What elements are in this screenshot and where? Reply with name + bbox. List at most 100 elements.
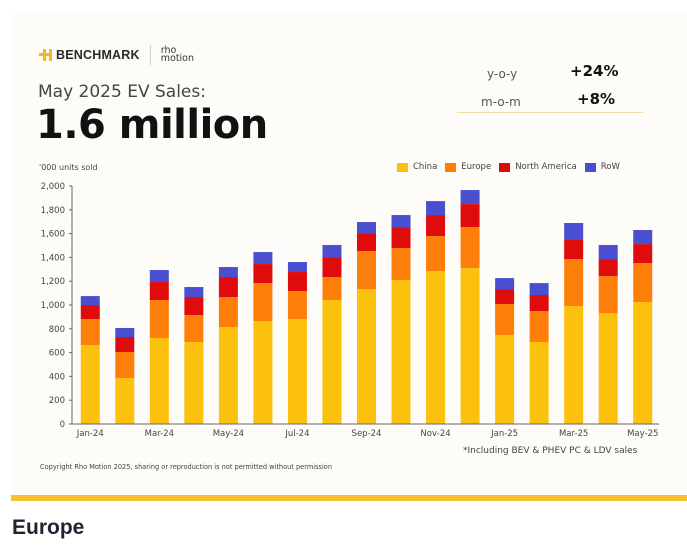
bar-europe (149, 300, 169, 338)
mom-label-text: m-o-m (481, 95, 521, 109)
bar-china (426, 271, 446, 424)
legend-swatch-row (584, 162, 596, 172)
bar-north-america (529, 295, 549, 312)
bar-china (598, 313, 618, 424)
x-tick-label: Mar-24 (145, 429, 174, 439)
bar-row (287, 262, 307, 273)
chart-footnote: *Including BEV & PHEV PC & LDV sales (463, 446, 638, 456)
bar-china (287, 319, 307, 424)
y-tick-label: 2,000 (41, 182, 65, 192)
bar-china (357, 289, 376, 424)
bar-china (184, 342, 204, 424)
section-divider (11, 495, 687, 501)
bar-row (253, 252, 273, 265)
yoy-label: y-o-y (487, 63, 517, 82)
x-tick-label: May-24 (213, 429, 244, 439)
bar-europe (598, 276, 618, 314)
headline: 1.6 million (36, 102, 268, 148)
bar-china (391, 280, 411, 424)
stats-divider (457, 112, 643, 113)
bar-row (633, 230, 653, 245)
legend-item-china: China (397, 162, 437, 172)
bar-row (322, 245, 342, 258)
legend-item-row: RoW (584, 162, 620, 172)
logo-divider (149, 45, 151, 65)
mom-value: +8% (577, 89, 615, 108)
bar-north-america (426, 215, 446, 237)
mom-value-text: +8% (577, 90, 616, 108)
bar-north-america (357, 233, 376, 252)
bar-europe (253, 282, 273, 322)
bar-north-america (287, 272, 307, 292)
bar-row (357, 222, 376, 234)
bar-north-america (460, 204, 480, 228)
y-tick-label: 1,800 (41, 206, 65, 216)
x-tick-label: Jul-24 (284, 429, 309, 439)
bar-row (115, 327, 135, 338)
legend-item-north-america: North America (499, 162, 577, 172)
bar-europe (633, 263, 653, 303)
bar-row (598, 245, 618, 260)
y-tick-label: 600 (49, 349, 65, 359)
bar-north-america (149, 282, 169, 301)
bar-europe (184, 314, 204, 343)
copyright-notice: Copyright Rho Motion 2025, sharing or re… (40, 463, 333, 471)
bar-north-america (633, 244, 653, 264)
bar-china (218, 327, 238, 424)
bar-north-america (184, 297, 204, 315)
bar-china (460, 268, 480, 424)
y-tick-label: 1,000 (41, 301, 65, 311)
bar-north-america (80, 305, 100, 320)
bar-europe (80, 319, 100, 345)
bar-china (149, 337, 169, 424)
bar-china (322, 300, 342, 424)
bar-europe (495, 304, 515, 335)
bar-europe (115, 352, 135, 379)
bar-china (80, 344, 100, 424)
subtitle: May 2025 EV Sales: (38, 82, 206, 102)
y-axis-title: '000 units sold (39, 163, 98, 172)
bar-china (495, 334, 515, 424)
bar-europe (460, 227, 480, 269)
x-tick-label: May-25 (627, 429, 658, 439)
rho-motion-logo: rho motion (160, 44, 194, 64)
yoy-label-text: y-o-y (487, 67, 518, 81)
bar-row (460, 190, 480, 205)
y-tick-label: 400 (49, 372, 65, 382)
bar-china (115, 378, 135, 424)
bar-china (253, 321, 273, 424)
bar-north-america (564, 240, 584, 260)
legend-item-europe: Europe (445, 162, 491, 172)
bar-north-america (598, 259, 618, 277)
bar-europe (564, 259, 584, 307)
legend-swatch-north-america (499, 162, 511, 172)
section-heading: Europe (12, 516, 85, 539)
bar-europe (218, 297, 238, 328)
legend-swatch-europe (445, 162, 457, 172)
y-tick-label: 1,400 (41, 253, 65, 263)
yoy-value-text: +24% (570, 62, 619, 80)
y-tick-label: 200 (49, 396, 65, 406)
bar-europe (357, 251, 376, 290)
x-tick-label: Nov-24 (420, 429, 450, 439)
legend-label-china: China (413, 162, 438, 172)
bar-row (218, 267, 238, 278)
legend-label-europe: Europe (461, 162, 492, 172)
x-tick-label: Jan-25 (490, 429, 518, 439)
bar-row (80, 296, 100, 305)
bar-row (495, 278, 515, 290)
bar-china (633, 302, 653, 424)
bar-row (564, 223, 584, 241)
bar-china (529, 342, 549, 424)
rho-motion-line1: rho (160, 44, 177, 56)
bar-north-america (391, 227, 411, 249)
y-tick-label: 800 (49, 325, 65, 335)
bar-north-america (115, 337, 135, 353)
bar-north-america (253, 264, 273, 283)
bar-north-america (322, 257, 342, 278)
x-tick-label: Jan-24 (76, 429, 104, 439)
bar-europe (287, 291, 307, 320)
bar-europe (529, 311, 549, 343)
y-tick-label: 1,200 (41, 277, 65, 287)
benchmark-logo: BENCHMARK rho motion (39, 45, 194, 65)
